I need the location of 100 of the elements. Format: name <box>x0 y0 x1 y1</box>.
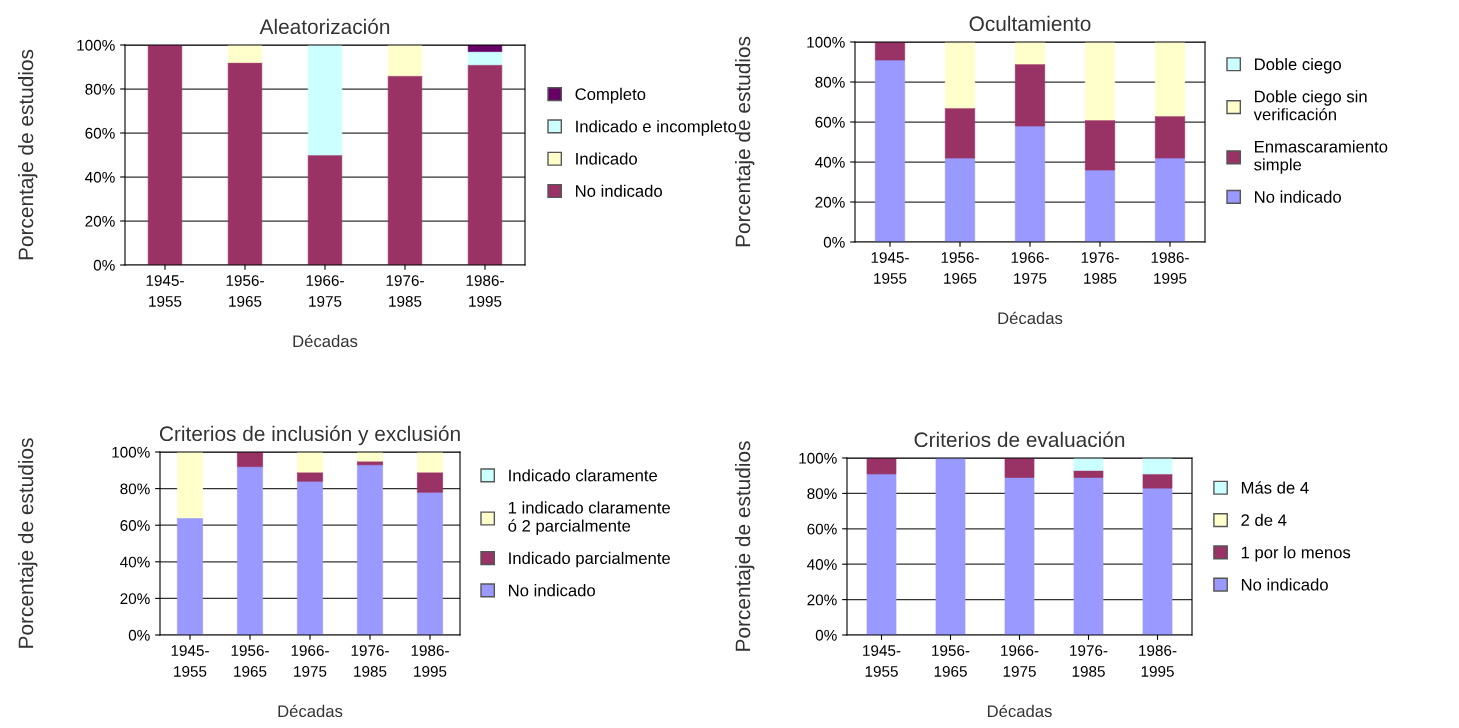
y-tick-label: 0% <box>93 259 115 271</box>
y-tick-label: 40% <box>807 559 837 570</box>
y-tick-label: 60% <box>85 127 115 139</box>
x-axis-title: Décadas <box>278 704 343 718</box>
legend-label: Completo <box>575 87 646 104</box>
bar <box>147 45 183 265</box>
y-axis-title: Porcentaje de estudios <box>18 49 38 260</box>
legend-label: Doble ciego sin verificación <box>1253 90 1367 121</box>
bar <box>866 473 897 635</box>
bar <box>1142 473 1173 489</box>
y-tick-label: 80% <box>815 76 845 88</box>
x-tick-label: 1956- 1965 <box>226 275 264 307</box>
x-tick-label: 1986- 1995 <box>1151 252 1189 284</box>
bar <box>944 157 976 242</box>
x-tick-label: 1986- 1995 <box>1139 645 1177 677</box>
legend-label: Indicado <box>576 152 637 165</box>
bar <box>357 464 383 635</box>
x-axis-title: Décadas <box>987 704 1052 718</box>
bar <box>467 64 503 265</box>
bar <box>417 471 443 493</box>
x-tick-label: 1966- 1975 <box>291 645 329 677</box>
bar <box>297 452 323 473</box>
bar <box>1084 169 1116 242</box>
chart-title: Criterios de inclusión y exclusión <box>159 425 460 446</box>
chart-title: Aleatorización <box>259 18 390 35</box>
y-axis-title: Porcentaje de estudios <box>735 36 755 247</box>
x-tick-label: 1966- 1975 <box>1001 645 1039 677</box>
x-tick-label: 1986- 1995 <box>411 645 449 677</box>
bar <box>1014 63 1046 127</box>
x-tick-label: 1966- 1975 <box>1011 252 1049 284</box>
legend-label: Indicado parcialmente <box>509 551 670 568</box>
x-tick-label: 1986- 1995 <box>466 275 504 307</box>
bar <box>1084 42 1116 121</box>
y-tick-label: 20% <box>815 196 845 208</box>
legend-label: Indicado e incompleto <box>576 120 737 136</box>
x-tick-label: 1945- 1955 <box>863 645 901 677</box>
x-tick-label: 1976- 1985 <box>1070 645 1108 677</box>
legend-label: 2 de 4 <box>1241 513 1287 527</box>
bar <box>1142 458 1173 475</box>
y-tick-label: 40% <box>85 171 115 183</box>
bar <box>1084 119 1116 171</box>
bar <box>417 452 443 473</box>
bar <box>227 62 263 265</box>
y-tick-label: 0% <box>815 629 837 641</box>
y-tick-label: 60% <box>815 116 845 128</box>
legend-label: No indicado <box>1255 190 1341 203</box>
bar <box>866 458 897 475</box>
bar <box>1154 42 1186 117</box>
y-tick-label: 20% <box>120 593 150 605</box>
y-tick-label: 100% <box>77 39 115 51</box>
y-tick-label: 0% <box>128 629 150 641</box>
bar <box>1073 470 1104 478</box>
bar <box>1004 477 1035 635</box>
chart-title: Ocultamiento <box>969 15 1091 32</box>
y-tick-label: 40% <box>815 156 845 168</box>
y-tick-label: 0% <box>823 236 845 248</box>
legend-label: Doble ciego <box>1255 57 1341 74</box>
y-tick-label: 60% <box>807 523 837 535</box>
x-tick-label: 1956- 1965 <box>932 645 970 677</box>
bar <box>1073 477 1104 635</box>
bar <box>1142 487 1173 635</box>
y-axis-title: Porcentaje de estudios <box>18 438 38 648</box>
x-tick-label: 1956- 1965 <box>941 252 979 284</box>
y-tick-label: 40% <box>120 556 150 568</box>
x-axis-title: Décadas <box>998 311 1063 325</box>
x-tick-label: 1945- 1955 <box>871 252 909 284</box>
x-axis-title: Décadas <box>293 334 358 348</box>
y-tick-label: 20% <box>807 594 837 606</box>
x-tick-label: 1976- 1985 <box>351 645 389 677</box>
bar <box>387 75 423 265</box>
bar <box>1073 458 1104 471</box>
x-tick-label: 1966- 1975 <box>306 275 344 307</box>
legend-label: No indicado <box>1241 578 1328 591</box>
bar <box>1154 157 1186 242</box>
y-tick-label: 60% <box>120 520 150 531</box>
bar <box>307 45 343 156</box>
y-tick-label: 100% <box>112 446 150 458</box>
bar <box>177 517 203 635</box>
bar <box>237 452 263 467</box>
bar <box>467 51 503 66</box>
x-tick-label: 1945- 1955 <box>171 645 209 677</box>
chart-title: Criterios de evaluación <box>914 431 1125 448</box>
bar <box>1014 42 1046 65</box>
bar <box>297 480 323 635</box>
legend-label: Más de 4 <box>1241 481 1309 494</box>
x-tick-label: 1976- 1985 <box>1081 252 1119 284</box>
bar <box>417 491 443 635</box>
y-axis-title: Porcentaje de estudios <box>735 441 755 651</box>
bar <box>387 45 423 77</box>
y-tick-label: 80% <box>120 483 150 495</box>
bar <box>874 42 906 61</box>
legend-label: No indicado <box>576 184 662 197</box>
y-tick-label: 80% <box>85 83 115 95</box>
y-tick-label: 20% <box>85 215 115 227</box>
x-tick-label: 1956- 1965 <box>231 645 269 677</box>
bar <box>307 154 343 265</box>
bar <box>227 45 263 63</box>
bar <box>874 59 906 242</box>
x-tick-label: 1976- 1985 <box>386 275 424 307</box>
legend-label: Indicado claramente <box>509 469 658 482</box>
